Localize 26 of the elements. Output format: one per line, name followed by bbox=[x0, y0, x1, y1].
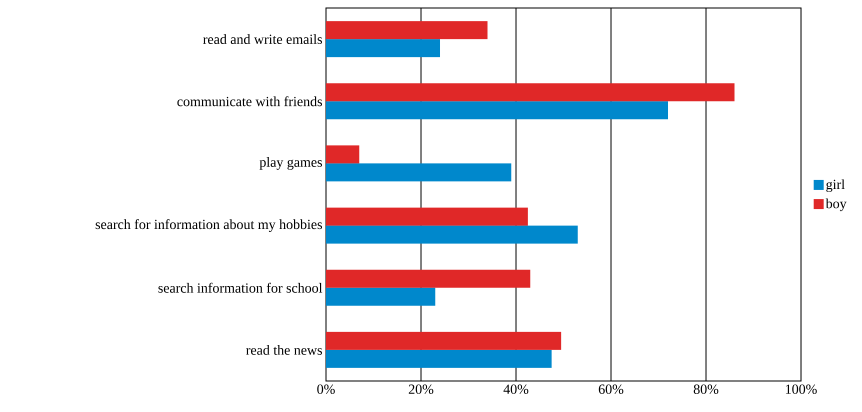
y-tick-label: read and write emails bbox=[203, 34, 322, 44]
bar bbox=[326, 332, 562, 350]
y-tick-label: read the news bbox=[246, 345, 322, 355]
bar bbox=[326, 350, 552, 368]
x-tick-label: 80% bbox=[694, 384, 718, 394]
bar bbox=[326, 101, 668, 120]
y-tick-label: communicate with friends bbox=[177, 96, 322, 106]
legend-label: boy bbox=[826, 198, 847, 212]
bar bbox=[326, 226, 578, 244]
bar bbox=[326, 83, 735, 102]
x-tick-label: 40% bbox=[503, 384, 528, 394]
x-tick-label: 100% bbox=[786, 384, 817, 394]
bar bbox=[326, 145, 360, 164]
bar bbox=[326, 39, 440, 58]
x-tick-label: 20% bbox=[408, 384, 434, 394]
y-tick-label: search information for school bbox=[158, 282, 322, 293]
bar bbox=[326, 270, 530, 288]
bar bbox=[326, 288, 436, 306]
y-tick-label: search for information about my hobbies bbox=[96, 219, 322, 232]
bar bbox=[326, 21, 488, 40]
bar bbox=[326, 163, 512, 182]
x-tick-label: 0% bbox=[317, 384, 335, 394]
y-tick-label: play games bbox=[260, 157, 322, 170]
bar bbox=[326, 208, 528, 226]
x-tick-label: 60% bbox=[598, 384, 624, 394]
legend-label: girl bbox=[826, 179, 845, 192]
